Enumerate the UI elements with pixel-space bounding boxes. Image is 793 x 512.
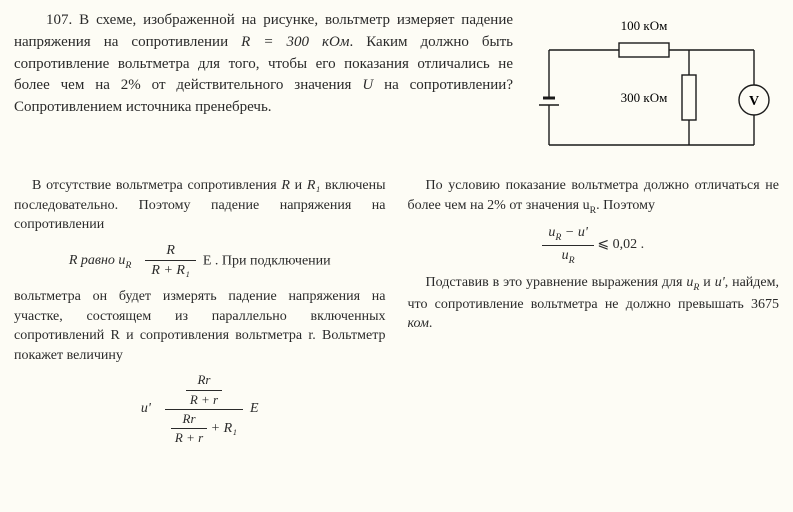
solution-section: В отсутствие вольтметра сопротивления R … [14, 176, 779, 453]
u-symbol: U [362, 77, 373, 93]
label-300k: 300 кОм [621, 90, 668, 105]
eq3-num: uR − u' [542, 223, 593, 246]
r-expression: R = 300 кОм [241, 34, 349, 50]
label-100k: 100 кОм [621, 18, 668, 33]
eq1-rhs: E . При подключении [203, 253, 331, 268]
eq2-inner-frac-bot: Rr R + r [171, 410, 207, 447]
solution-left-column: В отсутствие вольтметра сопротивления R … [14, 176, 386, 453]
eq2-outer-fraction: Rr R + r Rr R + r + R₁ [165, 371, 243, 447]
sol-right-p1: По условию показание вольтметра должно о… [408, 176, 780, 217]
eq2-inner-den1: R + r [186, 391, 222, 409]
problem-statement: 107. В схеме, изображенной на рисунке, в… [14, 10, 513, 160]
eq1-fraction: R R + R₁ [145, 241, 195, 281]
eq2-inner-frac-top: Rr R + r [186, 371, 222, 408]
eq2-outer-den: Rr R + r + R₁ [165, 410, 243, 447]
circuit-diagram: 100 кОм 300 кОм V [529, 10, 779, 160]
sol-p1a: В отсутствие вольтметра сопротивления [32, 178, 281, 193]
eq1-num: R [145, 241, 195, 262]
problem-section: 107. В схеме, изображенной на рисунке, в… [14, 10, 779, 160]
sol-p1b: и [290, 178, 307, 193]
sol-right-p2: Подставив в это уравнение выражения для … [408, 273, 780, 334]
eq2-lhs: u' [141, 401, 151, 416]
eq1-lhs: R равно uR [69, 253, 132, 268]
eq3-den: uR [542, 246, 593, 268]
problem-number: 107. [46, 12, 72, 28]
eq1-den: R + R₁ [145, 261, 195, 281]
eq2-plus-r1: + R₁ [211, 421, 237, 436]
eq3-fraction: uR − u' uR [542, 223, 593, 267]
sol-r: R [281, 178, 290, 193]
formula-2: u' Rr R + r Rr R + r + R₁ E [14, 371, 386, 447]
sol-p2: вольтметра он будет измерять падение нап… [14, 287, 386, 365]
voltmeter-label: V [749, 94, 759, 109]
eq2-inner-den2: R + r [171, 429, 207, 447]
sr-p1-end: . Поэтому [596, 198, 655, 213]
eq2-outer-num: Rr R + r [165, 371, 243, 409]
eq2-inner-num1: Rr [186, 371, 222, 390]
sol-r1: R₁ [307, 178, 320, 193]
eq2-inner-num2: Rr [171, 410, 207, 429]
sol-p1: В отсутствие вольтметра сопротивления R … [14, 176, 386, 235]
circuit-svg: 100 кОм 300 кОм V [529, 10, 779, 160]
solution-right-column: По условию показание вольтметра должно о… [408, 176, 780, 453]
eq3-rhs: ⩽ 0,02 . [597, 237, 644, 252]
formula-3: uR − u' uR ⩽ 0,02 . [408, 223, 780, 267]
eq2-rhs: E [250, 401, 259, 416]
formula-1: R равно uR R R + R₁ E . При подключении [14, 241, 386, 281]
